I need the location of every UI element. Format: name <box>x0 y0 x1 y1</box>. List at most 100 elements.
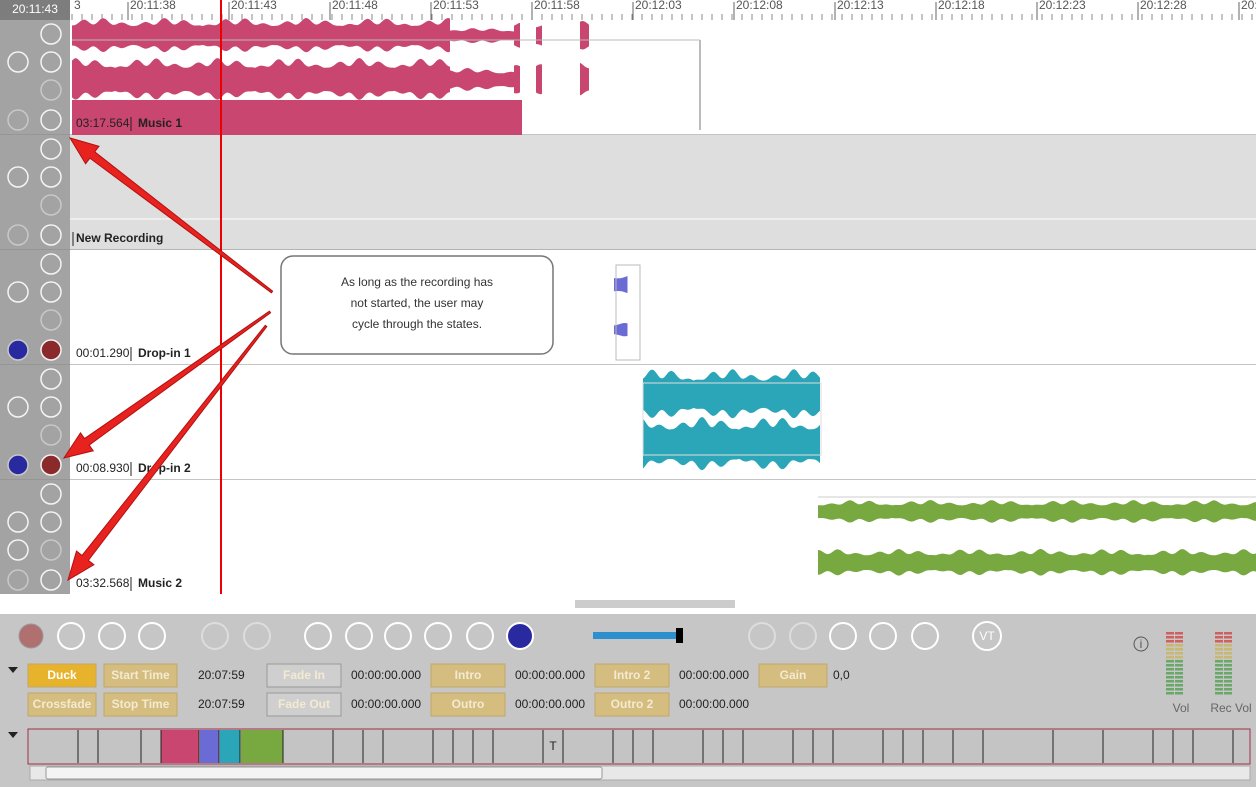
track-button[interactable] <box>7 166 29 188</box>
waveform-block <box>72 100 522 135</box>
waveform <box>643 369 820 419</box>
meter-segment <box>1224 692 1232 695</box>
waveform <box>818 500 1256 523</box>
meter-segment <box>1224 660 1232 663</box>
record-button[interactable] <box>18 623 44 649</box>
property-button-label: Start Time <box>111 668 170 682</box>
track-button[interactable] <box>40 281 62 303</box>
track-button[interactable] <box>40 483 62 505</box>
property-button[interactable] <box>594 663 670 688</box>
meter-segment <box>1224 672 1232 675</box>
toolbar-button[interactable] <box>98 622 126 650</box>
timeline-scroll-thumb[interactable] <box>45 766 603 780</box>
toolbar-button[interactable] <box>57 622 85 650</box>
toolbar-button[interactable] <box>466 622 494 650</box>
track-button[interactable] <box>7 511 29 533</box>
property-button[interactable] <box>758 663 828 688</box>
track-button[interactable] <box>40 51 62 73</box>
toolbar-button[interactable] <box>506 622 534 650</box>
track-button[interactable] <box>40 23 62 45</box>
info-button[interactable] <box>1133 636 1149 652</box>
property-button[interactable] <box>430 663 506 688</box>
track-name: New Recording <box>76 231 163 245</box>
toolbar-button[interactable] <box>345 622 373 650</box>
track-button[interactable] <box>40 194 62 216</box>
ruler-label: 20:11:58 <box>534 0 580 12</box>
vt-button[interactable] <box>972 621 1002 651</box>
track-button[interactable] <box>40 539 62 561</box>
meter-segment <box>1166 680 1174 683</box>
timeline-clip[interactable] <box>220 730 240 763</box>
clip-frame <box>615 264 641 361</box>
toolbar-button[interactable] <box>869 622 897 650</box>
toolbar-button[interactable] <box>304 622 332 650</box>
track-button[interactable] <box>40 396 62 418</box>
waveform <box>580 21 589 50</box>
meter-segment <box>1224 652 1232 655</box>
track-button[interactable] <box>40 569 62 591</box>
volume-thumb[interactable] <box>676 628 683 643</box>
track-button[interactable] <box>7 224 29 246</box>
track-button[interactable] <box>40 138 62 160</box>
track-button[interactable] <box>40 309 62 331</box>
toolbar-button[interactable] <box>424 622 452 650</box>
meter-segment <box>1215 632 1223 635</box>
track-button[interactable] <box>7 51 29 73</box>
timeline-clip[interactable] <box>161 730 199 763</box>
current-time: 20:11:43 <box>12 2 58 16</box>
toolbar-button[interactable] <box>384 622 412 650</box>
toolbar-button[interactable] <box>748 622 776 650</box>
track-button[interactable] <box>7 339 29 361</box>
toolbar-button[interactable] <box>911 622 939 650</box>
track-button[interactable] <box>7 454 29 476</box>
toolbar-button[interactable] <box>201 622 229 650</box>
property-button[interactable] <box>27 663 97 688</box>
track-button[interactable] <box>7 281 29 303</box>
track-button[interactable] <box>40 368 62 390</box>
toolbar-button[interactable] <box>789 622 817 650</box>
track-button[interactable] <box>40 253 62 275</box>
track-button[interactable] <box>7 569 29 591</box>
timeline-clip[interactable] <box>200 730 219 763</box>
toolbar-button[interactable] <box>138 622 166 650</box>
collapse-toggle[interactable] <box>8 732 18 738</box>
ruler-label: 20:12:08 <box>736 0 783 12</box>
h-scroll-thumb[interactable] <box>575 600 735 608</box>
track-button[interactable] <box>7 539 29 561</box>
meter-segment <box>1166 640 1174 643</box>
meter-segment <box>1175 656 1183 659</box>
track-button[interactable] <box>40 511 62 533</box>
meter-segment <box>1215 664 1223 667</box>
timeline-clip[interactable] <box>241 730 283 763</box>
track-button[interactable] <box>40 424 62 446</box>
toolbar-button[interactable] <box>243 622 271 650</box>
property-button[interactable] <box>266 692 342 717</box>
meter-segment <box>1166 692 1174 695</box>
property-button-label: Duck <box>47 668 77 682</box>
track-button[interactable] <box>7 396 29 418</box>
property-button[interactable] <box>103 692 178 717</box>
property-button[interactable] <box>266 663 342 688</box>
track-button[interactable] <box>40 79 62 101</box>
track-button[interactable] <box>40 224 62 246</box>
meter-segment <box>1166 648 1174 651</box>
collapse-toggle[interactable] <box>8 667 18 673</box>
meter-segment <box>1215 640 1223 643</box>
toolbar-button[interactable] <box>829 622 857 650</box>
meters-panel <box>1157 614 1256 720</box>
property-button[interactable] <box>27 692 97 717</box>
track-lane <box>70 135 1256 250</box>
track-button[interactable] <box>40 109 62 131</box>
meter-segment <box>1224 676 1232 679</box>
track-button[interactable] <box>40 339 62 361</box>
property-button[interactable] <box>430 692 506 717</box>
track-button[interactable] <box>40 166 62 188</box>
property-button[interactable] <box>594 692 670 717</box>
track-button[interactable] <box>7 109 29 131</box>
volume-slider[interactable] <box>593 632 681 639</box>
callout-arrow <box>62 310 272 459</box>
property-button[interactable] <box>103 663 178 688</box>
track-button[interactable] <box>40 454 62 476</box>
meter-segment <box>1166 652 1174 655</box>
property-value: 00:00:00.000 <box>679 668 749 682</box>
